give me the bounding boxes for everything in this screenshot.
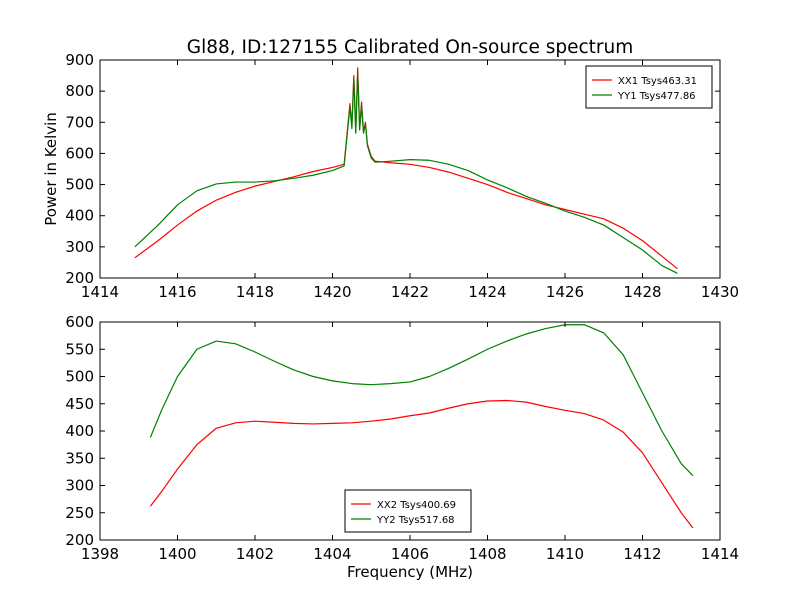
bottom-y-tick-label: 350 [65, 449, 94, 467]
bottom-y-tick-label: 450 [65, 395, 94, 413]
bottom-x-tick-label: 1408 [468, 545, 506, 563]
top-y-tick-label: 800 [65, 82, 94, 100]
top-x-tick-label: 1426 [546, 283, 584, 301]
bottom-x-tick-label: 1410 [546, 545, 584, 563]
figure-title: Gl88, ID:127155 Calibrated On-source spe… [187, 37, 634, 58]
bottom-series-line-1 [149, 399, 694, 529]
bottom-y-tick-label: 300 [65, 477, 94, 495]
top-y-tick-label: 600 [65, 144, 94, 162]
top-x-tick-label: 1430 [701, 283, 739, 301]
bottom-legend [344, 489, 472, 533]
bottom-x-tick-label: 1404 [313, 545, 351, 563]
bottom-x-tick-label: 1406 [391, 545, 429, 563]
bottom-series-line-2 [149, 324, 694, 477]
bottom-y-tick-label: 550 [65, 340, 94, 358]
bottom-x-tick-label: 1402 [236, 545, 274, 563]
bottom-x-tick-label: 1412 [623, 545, 661, 563]
top-x-tick-label: 1428 [623, 283, 661, 301]
bottom-x-tick-label: 1398 [81, 545, 119, 563]
top-y-tick-label: 300 [65, 238, 94, 256]
top-y-tick-label: 200 [65, 269, 94, 287]
x-axis-label: Frequency (MHz) [347, 563, 473, 581]
bottom-y-tick-label: 400 [65, 422, 94, 440]
top-x-tick-label: 1424 [468, 283, 506, 301]
bottom-y-tick-label: 500 [65, 368, 94, 386]
top-legend-label-1: XX1 Tsys463.31 [618, 76, 697, 87]
top-legend [585, 65, 713, 109]
top-x-tick-label: 1418 [236, 283, 274, 301]
top-x-tick-label: 1420 [313, 283, 351, 301]
top-x-tick-label: 1416 [158, 283, 196, 301]
top-x-tick-label: 1422 [391, 283, 429, 301]
y-axis-label: Power in Kelvin [42, 112, 60, 226]
top-y-tick-label: 500 [65, 176, 94, 194]
bottom-legend-label-1: XX2 Tsys400.69 [377, 500, 456, 511]
bottom-x-tick-label: 1400 [158, 545, 196, 563]
top-series-line-2 [134, 71, 678, 274]
top-x-tick-label: 1414 [81, 283, 119, 301]
bottom-legend-label-2: YY2 Tsys517.68 [376, 515, 455, 526]
bottom-y-tick-label: 250 [65, 504, 94, 522]
bottom-y-tick-label: 600 [65, 313, 94, 331]
bottom-y-tick-label: 200 [65, 531, 94, 549]
top-panel: 1414 1416 1418 1420 1422 1424 1426 1428 1430 200 3… [65, 51, 739, 301]
bottom-panel: 1398 1400 1402 1404 1406 1408 1410 1412 1414 200 2… [65, 313, 739, 563]
top-y-tick-label: 400 [65, 207, 94, 225]
bottom-x-tick-label: 1414 [701, 545, 739, 563]
top-legend-label-2: YY1 Tsys477.86 [617, 91, 696, 102]
top-y-tick-label: 700 [65, 113, 94, 131]
top-y-tick-label: 900 [65, 51, 94, 69]
